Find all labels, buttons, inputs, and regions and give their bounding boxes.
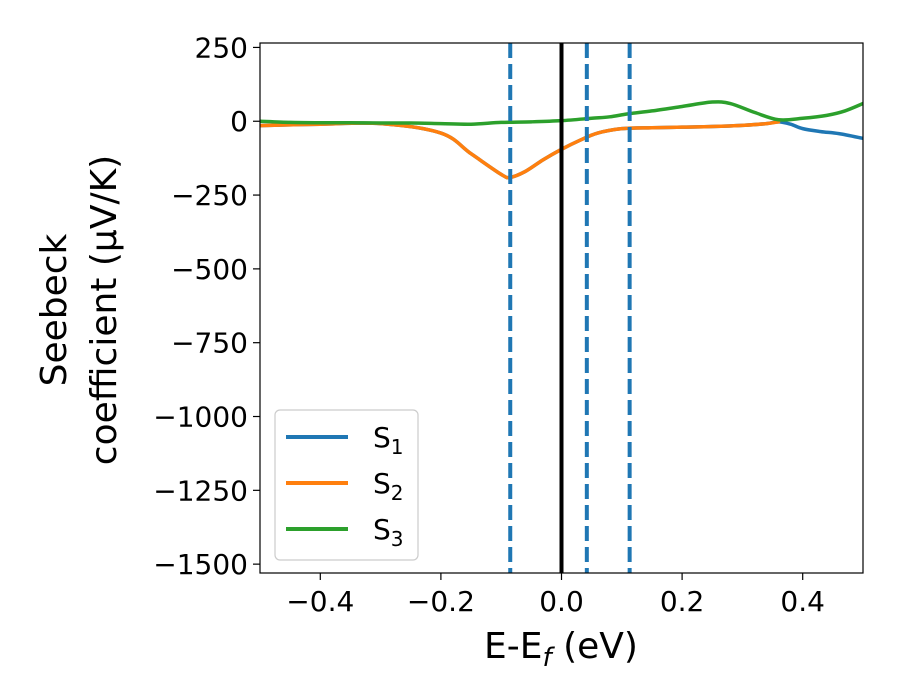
x-tick-label: −0.4 bbox=[286, 585, 354, 618]
y-tick-label: −250 bbox=[171, 179, 248, 212]
y-tick-label: −500 bbox=[171, 253, 248, 286]
y-axis-label-line2: coefficient (μV/K) bbox=[84, 155, 125, 465]
legend-label-s2: S2 bbox=[373, 467, 404, 505]
y-axis-label-line1: Seebeck bbox=[34, 233, 75, 386]
y-tick-label: −1500 bbox=[153, 548, 248, 581]
legend-label-s1: S1 bbox=[373, 421, 404, 459]
series-line-s3 bbox=[260, 100, 863, 126]
x-axis-label: E-Ef (eV) bbox=[484, 626, 638, 673]
reference-lines bbox=[508, 43, 632, 573]
y-tick-label: −750 bbox=[171, 327, 248, 360]
y-tick-label: 250 bbox=[195, 31, 248, 64]
x-axis-ticks: −0.4 −0.2 0.0 0.2 0.4 bbox=[286, 573, 825, 618]
y-axis-ticks: 250 0 −250 −500 −750 −1000 −1250 −1500 bbox=[153, 31, 260, 581]
x-tick-label: −0.2 bbox=[407, 585, 475, 618]
legend: S1 S2 S3 bbox=[274, 409, 419, 561]
y-tick-label: −1000 bbox=[153, 401, 248, 434]
legend-label-s3: S3 bbox=[373, 513, 404, 551]
y-tick-label: −1250 bbox=[153, 474, 248, 507]
x-tick-label: 0.2 bbox=[660, 585, 705, 618]
legend-entries: S1 S2 S3 bbox=[286, 421, 404, 551]
x-tick-label: 0.4 bbox=[780, 585, 825, 618]
x-tick-label: 0.0 bbox=[539, 585, 584, 618]
y-axis-label: Seebeck coefficient (μV/K) bbox=[34, 155, 125, 465]
y-tick-label: 0 bbox=[230, 105, 248, 138]
